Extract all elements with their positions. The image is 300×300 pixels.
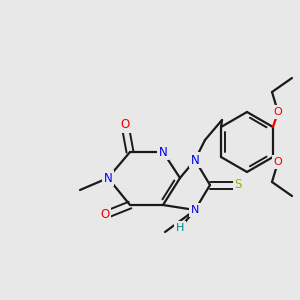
Text: O: O	[274, 107, 282, 117]
Text: N: N	[103, 172, 112, 184]
Text: H: H	[176, 223, 184, 233]
Text: N: N	[159, 146, 167, 158]
Text: O: O	[274, 157, 282, 167]
Text: S: S	[234, 178, 242, 191]
Text: O: O	[120, 118, 130, 131]
Text: N: N	[190, 154, 200, 166]
Text: N: N	[191, 205, 199, 215]
Text: O: O	[100, 208, 109, 221]
